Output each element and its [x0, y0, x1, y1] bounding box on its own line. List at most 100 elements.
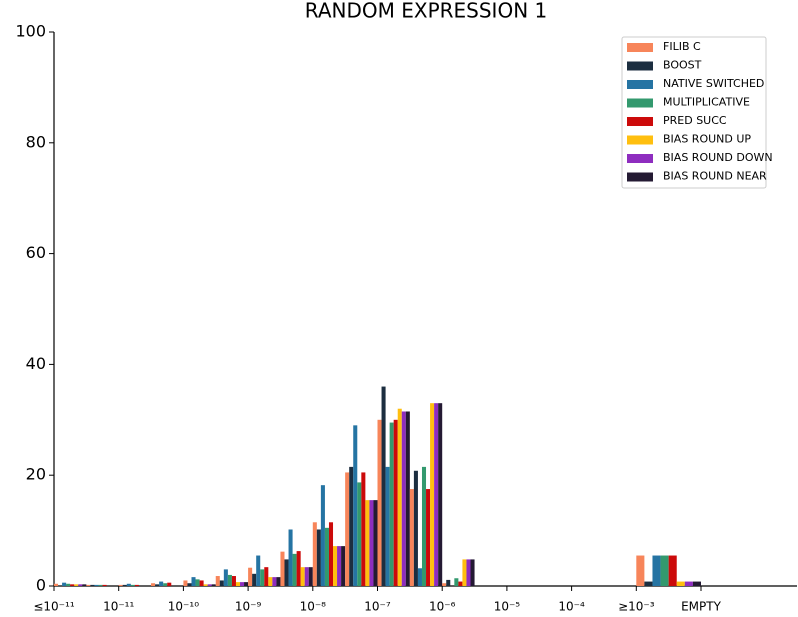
bar — [195, 579, 200, 586]
bar — [328, 522, 334, 586]
bar — [365, 500, 370, 586]
bar — [126, 583, 131, 586]
bar — [397, 408, 402, 586]
bar — [191, 577, 196, 586]
bar — [151, 583, 156, 586]
x-tick-label: 10⁻⁶ — [429, 600, 456, 614]
y-tick-label: 60 — [26, 243, 46, 262]
y-tick-label: 40 — [26, 354, 46, 373]
bar — [86, 584, 91, 586]
bar — [219, 580, 224, 586]
bar — [316, 529, 321, 586]
bar — [320, 485, 325, 586]
bar — [369, 500, 374, 586]
bar — [94, 584, 99, 586]
bar — [118, 584, 123, 586]
bar — [159, 581, 164, 586]
legend-label: BIAS ROUND DOWN — [663, 151, 773, 164]
bar — [430, 403, 435, 586]
bar — [660, 555, 669, 586]
bar — [78, 584, 83, 586]
bar — [292, 553, 297, 586]
bar — [240, 582, 245, 586]
bar — [256, 555, 261, 586]
bar — [652, 555, 661, 586]
y-tick-label: 80 — [26, 132, 46, 151]
y-tick-label: 100 — [15, 22, 46, 41]
bar — [349, 466, 354, 586]
bar — [381, 386, 386, 586]
bar — [231, 576, 236, 586]
bar — [454, 578, 459, 586]
bar — [296, 551, 301, 586]
bar — [264, 567, 269, 586]
x-tick-label: ≥10⁻³ — [618, 600, 655, 614]
bar — [260, 569, 265, 586]
y-tick-label: 0 — [36, 576, 46, 595]
x-tick-label: 10⁻¹¹ — [103, 600, 134, 614]
legend-box — [621, 36, 767, 189]
bar — [280, 551, 285, 586]
bar — [268, 577, 273, 586]
bar — [98, 584, 103, 586]
bar — [676, 581, 685, 586]
legend-label: BOOST — [663, 59, 702, 72]
bar — [203, 584, 208, 586]
bar — [692, 581, 701, 586]
bar — [207, 584, 212, 586]
legend-swatch — [627, 61, 653, 71]
bar — [636, 555, 645, 586]
bar — [288, 529, 293, 586]
legend-swatch — [627, 43, 653, 52]
bar — [167, 582, 172, 586]
bar — [324, 527, 329, 586]
bar — [155, 584, 160, 586]
x-tick-label: 10⁻⁷ — [364, 600, 391, 614]
x-tick-label: ≤10⁻¹¹ — [33, 600, 74, 614]
bar — [122, 584, 127, 586]
bar — [308, 567, 313, 586]
bar — [82, 584, 87, 586]
bar — [235, 582, 241, 586]
bar — [312, 522, 317, 586]
bar — [462, 559, 467, 586]
legend-swatch — [627, 80, 653, 89]
bar — [421, 466, 427, 586]
legend-label: MULTIPLICATIVE — [663, 96, 750, 109]
bar — [62, 582, 67, 586]
bar — [389, 422, 394, 586]
legend-label: NATIVE SWITCHED — [663, 77, 764, 90]
x-tick-label: 10⁻¹⁰ — [168, 600, 199, 614]
bar — [134, 584, 139, 586]
bar — [405, 411, 410, 586]
legend-swatch — [627, 135, 653, 145]
bar — [361, 472, 366, 586]
bar — [413, 470, 418, 586]
bar — [199, 580, 204, 586]
y-tick-label: 20 — [26, 465, 46, 484]
bar — [248, 567, 253, 586]
bar — [304, 567, 309, 586]
bar — [668, 555, 677, 586]
bar — [401, 411, 406, 586]
bar — [227, 574, 232, 586]
bar — [215, 576, 220, 586]
bar — [183, 580, 188, 586]
bar — [102, 584, 107, 586]
x-tick-label: 10⁻⁵ — [494, 600, 521, 614]
bar — [357, 482, 362, 586]
bar — [385, 466, 390, 586]
bar — [434, 403, 439, 586]
bar — [438, 403, 443, 586]
bar — [337, 546, 342, 586]
bar — [409, 489, 414, 586]
bar — [442, 583, 447, 586]
bar — [54, 583, 59, 586]
bar — [333, 546, 338, 586]
legend-swatch — [627, 98, 653, 108]
bar — [272, 577, 277, 586]
bar — [684, 581, 693, 586]
bar — [353, 425, 358, 586]
bar — [426, 489, 431, 586]
x-tick-label: 10⁻⁸ — [300, 600, 327, 614]
